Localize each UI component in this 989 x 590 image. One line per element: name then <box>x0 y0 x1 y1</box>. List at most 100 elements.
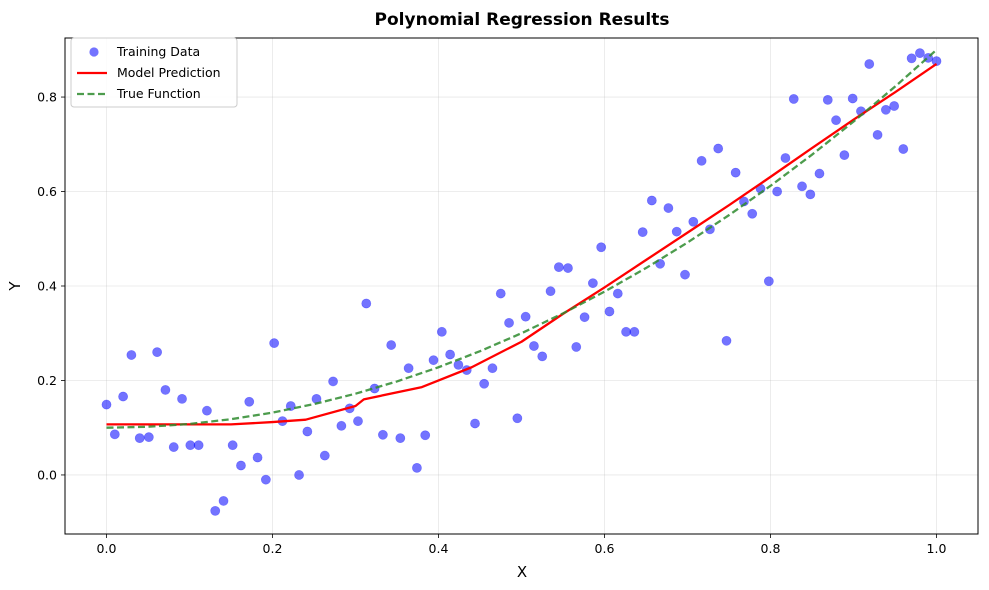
training-data-point <box>629 326 640 337</box>
training-data-point <box>395 433 406 444</box>
training-data-point <box>563 263 573 273</box>
true-function-line <box>106 48 938 429</box>
training-data-point <box>721 335 732 346</box>
training-data-point <box>504 317 514 328</box>
training-data-point <box>805 189 816 200</box>
training-data-point <box>126 350 137 360</box>
training-data-point <box>177 393 187 404</box>
training-data-point <box>637 227 648 238</box>
training-data-point <box>445 349 456 360</box>
training-data-point <box>663 203 674 213</box>
training-data-point <box>487 363 498 374</box>
legend-label-training-data: Training Data <box>116 44 200 59</box>
training-data-point <box>889 101 900 111</box>
training-data-point <box>134 433 145 444</box>
training-data-point <box>872 129 883 140</box>
training-data-point <box>210 505 221 516</box>
training-data-point <box>236 460 246 471</box>
training-data-point <box>571 342 582 352</box>
training-data-point <box>377 429 388 440</box>
training-data-point <box>193 440 204 451</box>
training-data-point <box>646 195 657 206</box>
training-data-point <box>512 413 523 424</box>
training-data-point <box>915 48 925 59</box>
x-tick-label: 1.0 <box>927 541 947 556</box>
training-data-point <box>680 269 690 280</box>
training-data-point <box>495 288 506 299</box>
x-tick-label: 0.0 <box>97 541 117 556</box>
training-data-point <box>294 470 304 480</box>
training-data-point <box>227 440 238 451</box>
training-data-point <box>747 208 758 219</box>
training-data-point <box>847 93 858 104</box>
legend-label-model-prediction: Model Prediction <box>117 65 221 80</box>
training-data-point <box>763 276 774 287</box>
training-data-point <box>185 440 196 451</box>
training-data-point <box>529 341 539 351</box>
training-data-point <box>831 115 841 126</box>
training-data-point <box>772 186 783 197</box>
training-data-point <box>143 432 154 443</box>
training-data-point <box>152 347 163 358</box>
training-data-point <box>537 351 548 362</box>
training-data-point <box>353 416 363 427</box>
training-data-point <box>788 94 799 104</box>
training-data-point <box>386 340 397 350</box>
y-tick-label: 0.2 <box>37 373 57 388</box>
training-data-point <box>470 418 480 429</box>
training-data-point <box>428 355 439 366</box>
training-data-point <box>579 312 590 323</box>
training-data-point <box>328 376 338 387</box>
training-data-point <box>168 442 179 452</box>
y-axis-label: Y <box>6 281 24 292</box>
training-data-point <box>269 338 280 349</box>
training-data-point <box>671 226 682 237</box>
training-data-point <box>319 450 330 461</box>
y-tick-label: 0.4 <box>37 279 57 294</box>
x-tick-label: 0.8 <box>761 541 781 556</box>
training-data-point <box>403 363 414 374</box>
training-data-point <box>479 378 490 389</box>
training-data-point <box>604 306 615 317</box>
training-data-point <box>814 168 825 179</box>
training-data-point <box>244 396 255 407</box>
training-data-point <box>880 104 891 115</box>
x-axis-label: X <box>517 563 527 581</box>
training-data-point <box>202 405 212 416</box>
training-data-point <box>436 326 447 337</box>
training-data-point <box>545 286 556 297</box>
training-data-point <box>587 278 598 289</box>
training-data-point <box>596 242 607 253</box>
training-data-point <box>361 298 372 309</box>
training-data-point <box>412 462 422 473</box>
training-data-point <box>252 452 263 463</box>
training-data-point <box>797 181 807 192</box>
legend-marker-training-data <box>89 47 99 57</box>
training-data-point <box>780 153 791 163</box>
training-data-point <box>218 496 229 506</box>
training-data-point <box>553 262 564 273</box>
training-data-point <box>822 94 833 105</box>
training-data-point <box>101 399 112 410</box>
training-data-point <box>839 150 850 161</box>
training-data-point <box>713 143 724 154</box>
x-tick-label: 0.4 <box>429 541 449 556</box>
y-tick-label: 0.6 <box>37 184 57 199</box>
y-tick-label: 0.8 <box>37 90 57 105</box>
training-data-point <box>612 288 623 299</box>
x-tick-label: 0.6 <box>595 541 615 556</box>
chart-title: Polynomial Regression Results <box>375 10 670 30</box>
training-data-point <box>336 420 347 431</box>
training-data-point <box>302 426 313 437</box>
training-data-point <box>688 216 699 227</box>
legend: Training Data Model Prediction True Func… <box>70 37 238 108</box>
training-data-point <box>420 430 431 441</box>
training-data-point <box>520 311 531 322</box>
training-data-point <box>260 474 271 485</box>
training-data-point <box>730 167 741 178</box>
training-data-point <box>621 326 631 337</box>
training-data-point <box>696 155 707 166</box>
training-data-point <box>906 53 917 64</box>
legend-label-true-function: True Function <box>116 86 201 101</box>
